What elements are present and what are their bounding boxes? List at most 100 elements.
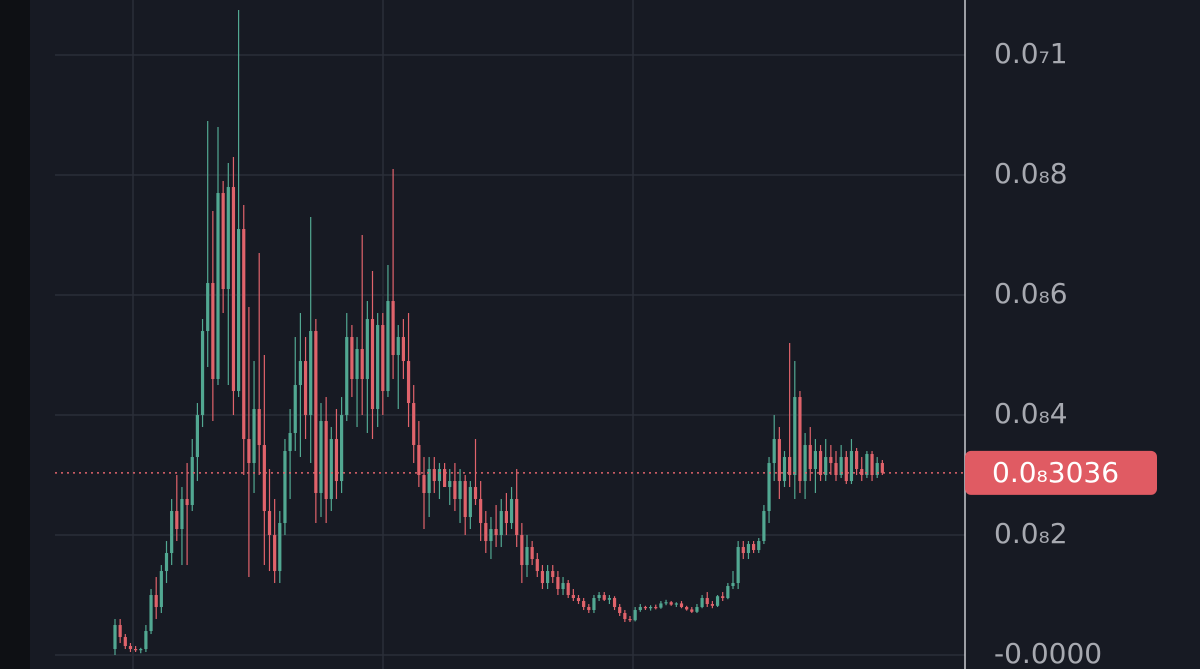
candle-body (788, 457, 792, 476)
candle-body (612, 598, 617, 608)
candle-body (118, 625, 122, 638)
candle-body (777, 439, 781, 482)
candle-body (793, 397, 797, 476)
candle-body (772, 439, 776, 464)
candle-body (880, 463, 884, 473)
candle-body (731, 583, 735, 587)
candle-body (370, 319, 375, 410)
candle-body (556, 577, 560, 590)
candle-body (839, 457, 843, 476)
candle-body (314, 331, 318, 494)
candle-body (736, 547, 740, 584)
candle-body (221, 193, 225, 290)
candle-body (190, 457, 194, 506)
candle-body (509, 499, 514, 524)
candle-body (530, 547, 534, 560)
candle-body (679, 603, 684, 608)
y-tick-label: -0.0000 (994, 637, 1102, 669)
candle-body (417, 445, 421, 476)
candle-body (458, 481, 462, 500)
candle-body (685, 607, 689, 610)
candle-body (206, 283, 210, 332)
candle-body (298, 361, 302, 386)
candle-body (808, 445, 812, 470)
candle-body (257, 409, 261, 446)
candle-body (834, 463, 838, 476)
candle-body (844, 457, 848, 482)
candle-body (262, 445, 266, 512)
candle-body (355, 349, 359, 380)
candle-body (602, 595, 606, 600)
candle-body (829, 457, 833, 464)
candle-body (664, 602, 668, 604)
candle-body (628, 619, 632, 621)
candle-body (278, 523, 282, 572)
candle-body (360, 349, 364, 380)
candle-body (437, 469, 442, 482)
candle-body (643, 607, 648, 609)
candle-body (721, 596, 725, 599)
candle-body (870, 454, 874, 476)
price-axis: -0.0000 0.0₈2 0.0₈4 0.0₈6 0.0₈8 0.0₇1 0.0₈3036 (965, 37, 1157, 669)
candle-body (303, 361, 308, 416)
candle-body (865, 454, 869, 476)
candle-body (752, 544, 756, 551)
y-tick-label: 0.0₈6 (994, 277, 1068, 310)
candle-body (376, 325, 380, 410)
candle-body (365, 319, 369, 380)
candle-body (726, 586, 730, 599)
candle-body (618, 607, 622, 614)
y-tick-label: 0.0₇1 (994, 37, 1068, 70)
candle-body (453, 481, 457, 500)
candle-body (607, 598, 611, 600)
candle-body (412, 403, 416, 446)
candle-body (504, 511, 508, 524)
candle-body (860, 469, 864, 476)
candle-body (535, 559, 539, 572)
candle-body (489, 529, 493, 542)
candle-body (623, 613, 627, 620)
candle-body (499, 511, 503, 536)
candle-body (566, 583, 570, 596)
candle-body (638, 607, 642, 611)
candle-body (195, 415, 199, 458)
candle-body (448, 481, 452, 488)
candle-body (592, 598, 596, 611)
candle-body (175, 511, 179, 530)
candle-body (123, 637, 127, 647)
candle-body (484, 523, 488, 542)
candle-body (540, 571, 545, 584)
candle-body (144, 631, 148, 650)
candle-body (180, 499, 184, 530)
candle-body (798, 397, 802, 482)
y-tick-label: 0.0₈8 (994, 157, 1068, 190)
candle-body (185, 499, 189, 506)
y-tick-label: 0.0₈2 (994, 517, 1068, 550)
candle-body (381, 325, 385, 392)
candle-body (283, 451, 287, 524)
candle-body (216, 193, 220, 380)
candle-body (757, 541, 761, 551)
y-tick-label: 0.0₈4 (994, 397, 1068, 430)
candle-body (746, 544, 751, 554)
candle-body (329, 439, 333, 500)
candle-body (649, 607, 653, 609)
candle-body (551, 571, 555, 578)
candle-body (267, 511, 272, 536)
candle-body (211, 283, 215, 380)
candle-body (762, 511, 766, 542)
candle-body (695, 607, 699, 612)
candle-body (715, 596, 720, 606)
candle-body (247, 439, 251, 464)
candle-body (231, 187, 236, 392)
candle-body (473, 487, 478, 500)
last-price-label: 0.0₈3036 (992, 456, 1119, 489)
candle-body (468, 487, 472, 518)
candle-body (443, 469, 447, 488)
candles (113, 10, 884, 656)
candle-body (571, 595, 575, 599)
candle-body (546, 571, 550, 584)
candle-body (406, 361, 411, 404)
